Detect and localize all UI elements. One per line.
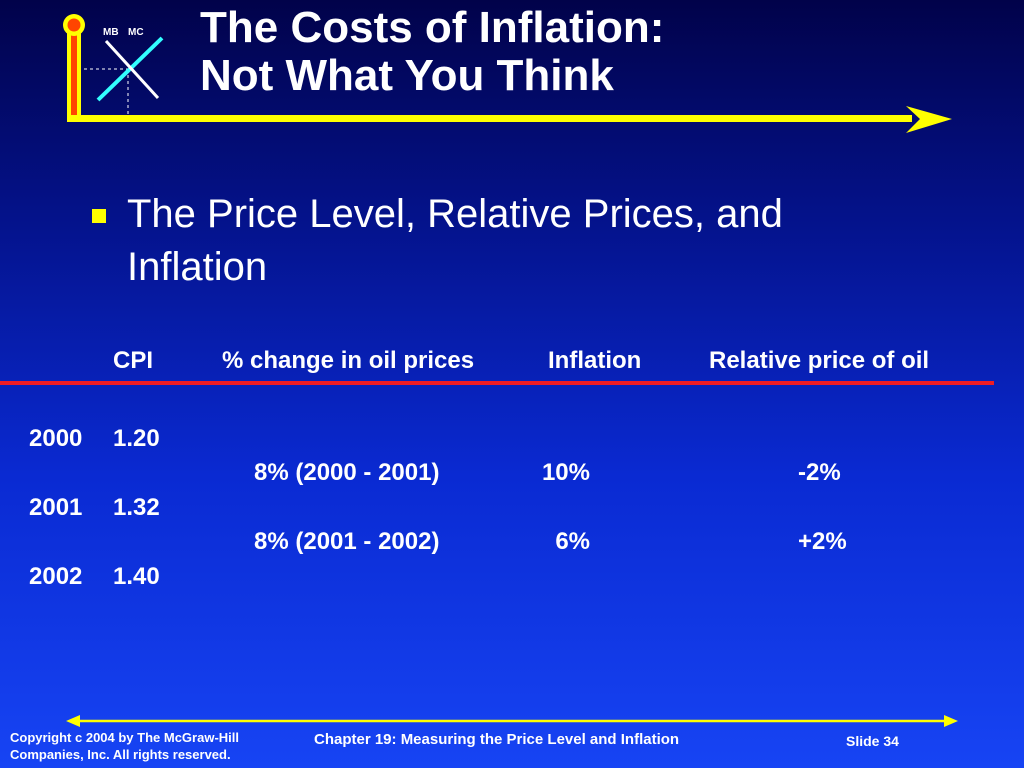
relative-price-2000-2001: -2%: [798, 459, 841, 486]
relative-price-2001-2002: +2%: [798, 528, 847, 555]
logo-graphic: [63, 14, 952, 133]
bullet-text: The Price Level, Relative Prices, and In…: [127, 188, 927, 294]
header-oil-change: % change in oil prices: [222, 347, 475, 374]
header-divider: [0, 381, 994, 385]
oil-change-2000-2001: 8% (2000 - 2001): [254, 459, 440, 486]
cpi-2000: 1.20: [113, 425, 160, 452]
thermometer-axis-icon: [63, 14, 912, 122]
header-inflation: Inflation: [548, 347, 642, 374]
year-2002: 2002: [29, 563, 83, 590]
bullet-line-2: Inflation: [127, 245, 268, 289]
year-2000: 2000: [29, 425, 83, 452]
title-line-1: The Costs of Inflation:: [200, 3, 665, 52]
cpi-2002: 1.40: [113, 563, 160, 590]
header-cpi: CPI: [113, 347, 154, 374]
inflation-2001-2002: 6%: [555, 528, 590, 555]
copyright-line-2: Companies, Inc. All rights reserved.: [10, 747, 231, 762]
logo-label-mc: MC: [128, 27, 144, 38]
arrow-right-icon: [906, 106, 952, 133]
year-2001: 2001: [29, 494, 83, 521]
footer-copyright: Copyright c 2004 by The McGraw-Hill Comp…: [10, 729, 239, 763]
bullet-line-1: The Price Level, Relative Prices, and: [127, 192, 783, 236]
header-relative-price: Relative price of oil: [709, 347, 930, 374]
bullet-square-icon: [92, 209, 106, 223]
footer-chapter: Chapter 19: Measuring the Price Level an…: [314, 731, 680, 748]
oil-change-2001-2002: 8% (2001 - 2002): [254, 528, 440, 555]
footer-slide-number: Slide 34: [846, 733, 899, 749]
logo-label-mb: MB: [103, 27, 119, 38]
title-line-2: Not What You Think: [200, 51, 614, 100]
inflation-2000-2001: 10%: [541, 459, 590, 486]
footer-double-arrow-icon: [66, 715, 958, 727]
cpi-2001: 1.32: [113, 494, 160, 521]
marginal-cost-benefit-cross-icon: [84, 36, 164, 115]
slide-title: The Costs of Inflation: Not What You Thi…: [200, 4, 664, 100]
copyright-line-1: Copyright c 2004 by The McGraw-Hill: [10, 730, 239, 745]
